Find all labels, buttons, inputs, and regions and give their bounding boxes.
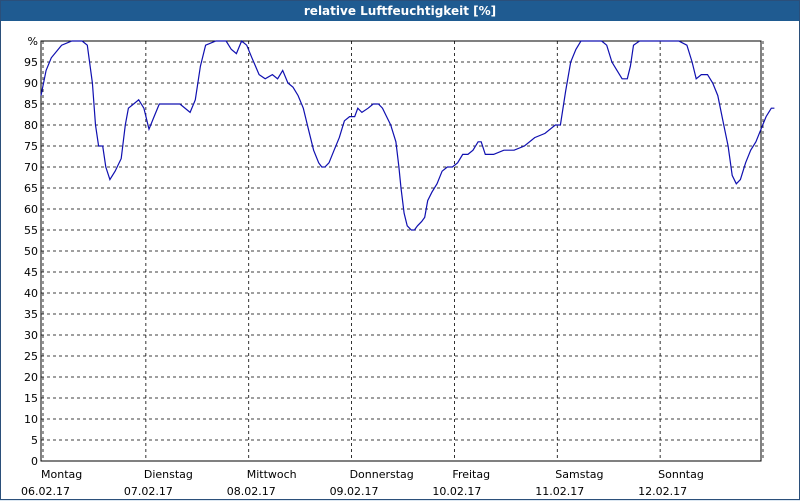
y-tick-label: 90 [24, 77, 38, 90]
y-tick-label: 60 [24, 203, 38, 216]
x-date-label: 12.02.17 [638, 485, 687, 498]
x-day-label: Donnerstag [350, 468, 414, 481]
y-tick-label: 85 [24, 98, 38, 111]
y-tick-label: 0 [31, 455, 38, 468]
y-tick-label: 25 [24, 350, 38, 363]
y-tick-label: 30 [24, 329, 38, 342]
y-tick-label: 35 [24, 308, 38, 321]
x-day-label: Sonntag [658, 468, 704, 481]
x-date-label: 11.02.17 [535, 485, 584, 498]
x-date-label: 10.02.17 [432, 485, 481, 498]
x-date-label: 09.02.17 [330, 485, 379, 498]
y-tick-label: 20 [24, 371, 38, 384]
y-tick-label: 5 [31, 434, 38, 447]
y-tick-label: 70 [24, 161, 38, 174]
y-tick-label: 65 [24, 182, 38, 195]
y-unit-label: % [28, 35, 38, 48]
humidity-line [40, 40, 775, 231]
x-day-label: Freitag [452, 468, 490, 481]
y-tick-label: 15 [24, 392, 38, 405]
chart-title: relative Luftfeuchtigkeit [%] [1, 1, 799, 21]
x-day-label: Mittwoch [247, 468, 297, 481]
x-date-label: 06.02.17 [21, 485, 70, 498]
x-day-label: Samstag [555, 468, 603, 481]
y-tick-label: 10 [24, 413, 38, 426]
x-day-label: Montag [41, 468, 82, 481]
y-tick-label: 55 [24, 224, 38, 237]
y-tick-label: 75 [24, 140, 38, 153]
x-day-label: Dienstag [144, 468, 193, 481]
y-tick-label: 95 [24, 56, 38, 69]
y-tick-label: 80 [24, 119, 38, 132]
y-tick-label: 50 [24, 245, 38, 258]
x-date-label: 07.02.17 [124, 485, 173, 498]
x-date-label: 08.02.17 [227, 485, 276, 498]
y-tick-label: 45 [24, 266, 38, 279]
y-tick-label: 40 [24, 287, 38, 300]
